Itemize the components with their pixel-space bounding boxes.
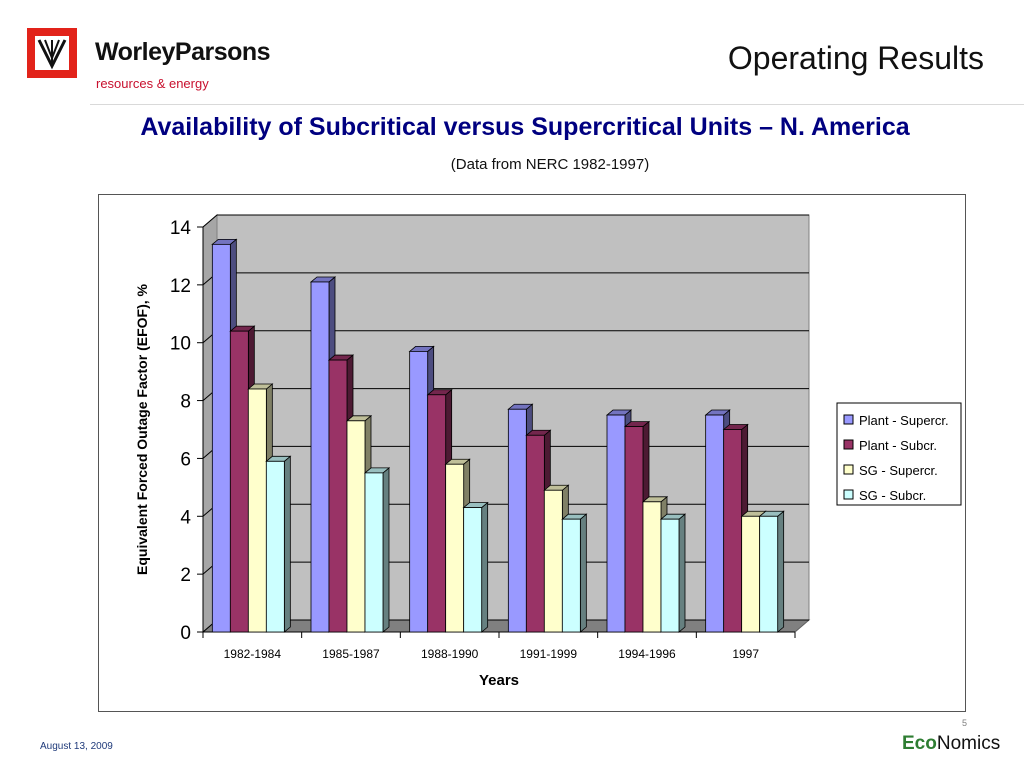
- bar: [507, 408, 527, 633]
- bar-side: [283, 455, 291, 633]
- bar: [328, 359, 348, 633]
- bar: [310, 281, 330, 633]
- bar: [642, 501, 662, 633]
- bar: [660, 518, 680, 633]
- bar-side: [382, 467, 390, 633]
- logo-inner-square: [35, 36, 69, 70]
- bar: [759, 515, 779, 633]
- bar: [265, 460, 285, 633]
- brand-tagline: resources & energy: [96, 76, 209, 91]
- legend-swatch: [843, 439, 854, 450]
- bar: [463, 507, 483, 633]
- x-tick-label: 1988-1990: [421, 647, 479, 661]
- y-tick-label: 2: [180, 565, 191, 586]
- bar-side: [579, 513, 587, 633]
- bar: [346, 420, 366, 633]
- bar: [364, 472, 384, 633]
- legend-swatch: [843, 414, 854, 425]
- bar: [723, 429, 743, 633]
- bar-side: [481, 501, 489, 633]
- legend-swatch: [843, 464, 854, 475]
- x-tick-label: 1994-1996: [618, 647, 676, 661]
- bar: [229, 330, 249, 633]
- page-number: 5: [962, 718, 968, 728]
- bar: [409, 350, 429, 633]
- legend-label: Plant - Supercr.: [859, 413, 949, 428]
- bar: [705, 414, 725, 633]
- bar-side: [678, 513, 686, 633]
- chart-subtitle: (Data from NERC 1982-1997): [450, 156, 650, 173]
- gridline: [202, 214, 809, 228]
- legend-label: Plant - Subcr.: [859, 438, 937, 453]
- worleyparsons-logo-mark: [27, 28, 77, 78]
- bar: [211, 243, 231, 633]
- y-tick-label: 4: [180, 507, 191, 528]
- legend-box: [836, 402, 962, 506]
- slide-title: Operating Results: [727, 40, 984, 76]
- economics-logo-suffix: Nomics: [936, 733, 1001, 754]
- bar: [561, 518, 581, 633]
- bar: [606, 414, 626, 633]
- footer-date: August 13, 2009: [40, 741, 113, 752]
- bar: [543, 489, 563, 633]
- chart-frame: 0 2 4 6 8 10 12 14 1982-1984 1985-1987 1988-1990 19…: [98, 194, 966, 712]
- bar: [741, 515, 761, 633]
- economics-logo: EcoNomics: [902, 733, 1000, 755]
- y-tick-label: 6: [180, 449, 191, 470]
- bar: [445, 463, 465, 633]
- bar: [525, 434, 545, 633]
- x-tick-label: 1982-1984: [224, 647, 282, 661]
- economics-logo-prefix: Eco: [902, 733, 937, 754]
- chart-title: Availability of Subcritical versus Super…: [140, 113, 910, 141]
- header-divider: [90, 104, 1024, 105]
- y-axis-title: Equivalent Forced Outage Factor (EFOF), …: [134, 283, 150, 574]
- y-tick-label: 8: [180, 392, 191, 413]
- x-tick-label: 1991-1999: [520, 647, 578, 661]
- legend-swatch: [843, 489, 854, 500]
- y-tick-label: 14: [170, 218, 192, 239]
- bar: [624, 426, 644, 633]
- tower-icon: [37, 39, 67, 70]
- x-tick-label: 1997: [732, 647, 759, 661]
- y-tick-label: 10: [170, 334, 191, 355]
- brand-name: WorleyParsons: [95, 38, 271, 66]
- bar-side: [777, 510, 785, 633]
- x-tick-label: 1985-1987: [322, 647, 380, 661]
- bar-chart: 0 2 4 6 8 10 12 14 1982-1984 1985-1987 1988-1990 19…: [134, 213, 962, 689]
- legend-label: SG - Subcr.: [859, 488, 926, 503]
- bar: [427, 394, 447, 633]
- bar: [247, 388, 267, 633]
- x-axis-title: Years: [479, 672, 519, 689]
- y-tick-label: 12: [170, 276, 191, 297]
- legend-label: SG - Supercr.: [859, 463, 938, 478]
- y-tick-label: 0: [180, 623, 191, 644]
